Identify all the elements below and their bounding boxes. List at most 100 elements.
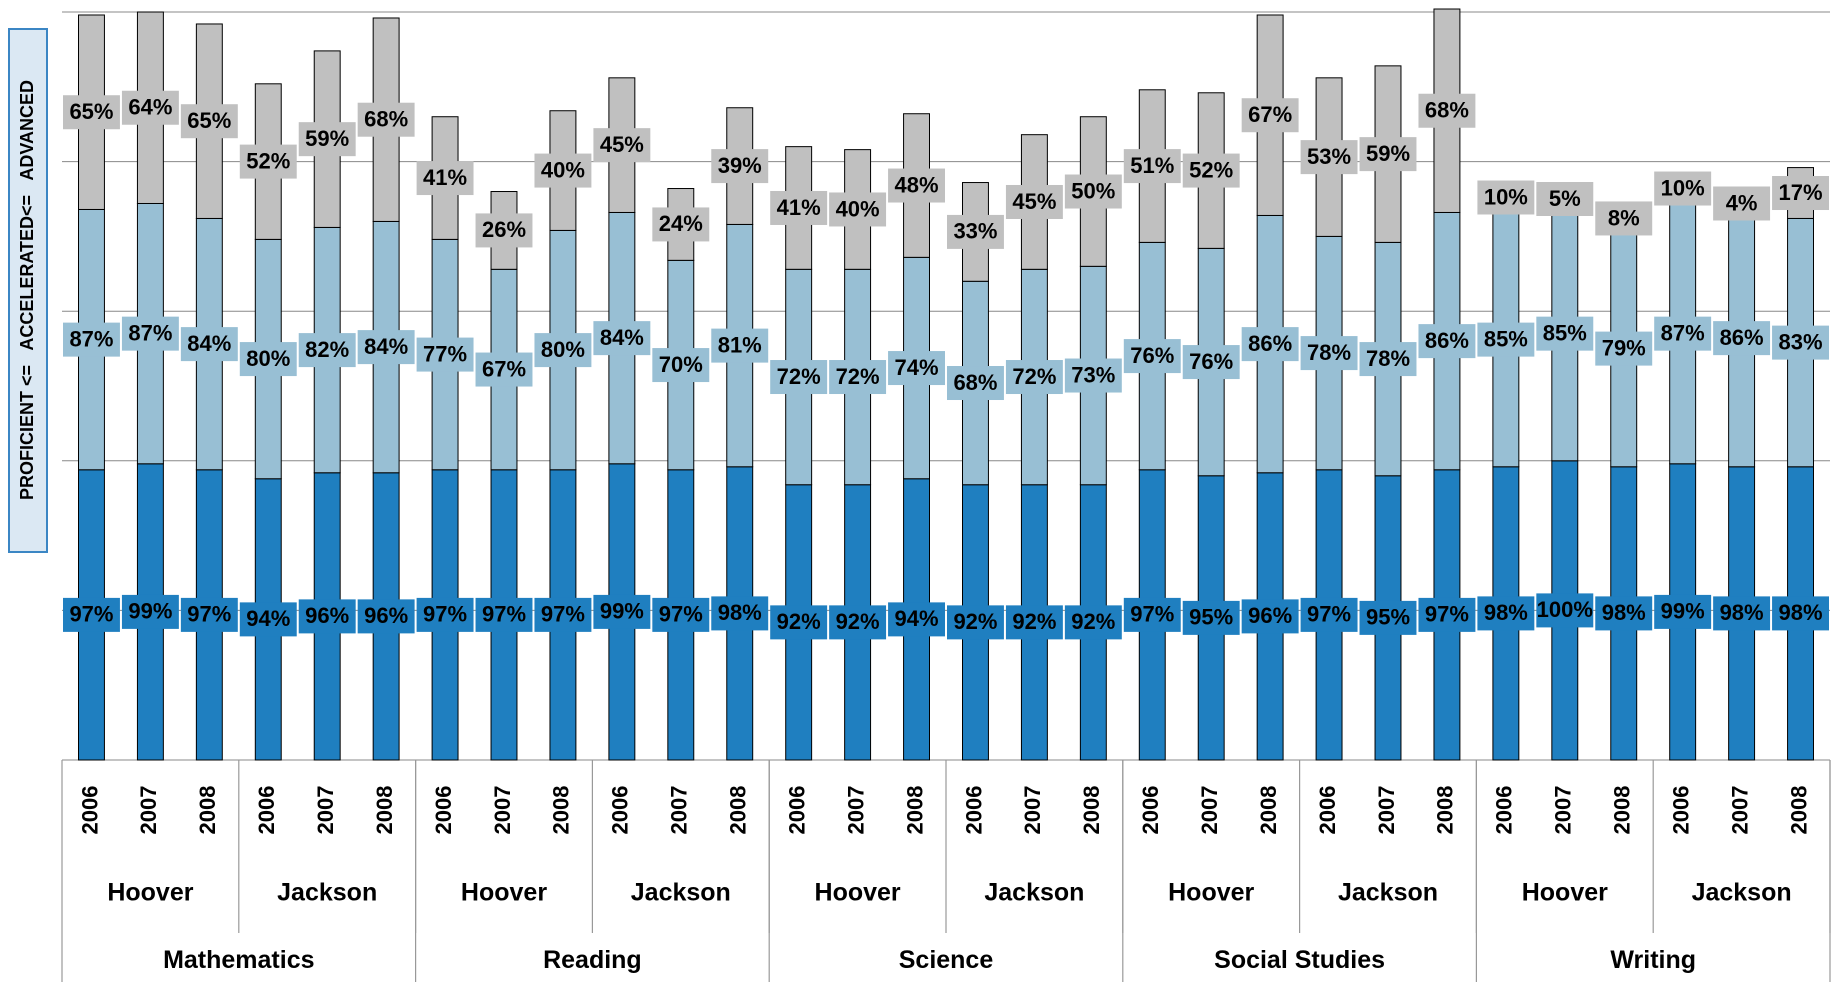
label-box <box>888 168 945 203</box>
data-label: 33% <box>953 219 997 244</box>
label-box <box>711 328 769 363</box>
data-label: 10% <box>1661 175 1705 200</box>
x-tick-label: 2006 <box>77 786 102 835</box>
data-label: 72% <box>1012 364 1056 389</box>
label-box <box>1182 600 1240 635</box>
data-label: 50% <box>1071 178 1115 203</box>
x-tick-label: 2007 <box>1374 786 1399 835</box>
group-label: Hoover <box>461 879 547 907</box>
label-box <box>1536 316 1594 351</box>
x-tick-label: 2007 <box>843 786 868 835</box>
data-label: 92% <box>953 609 997 634</box>
x-tick-label: 2006 <box>608 786 633 835</box>
label-box <box>1300 597 1358 632</box>
data-label: 79% <box>1602 335 1646 360</box>
label-box <box>475 352 533 387</box>
group-label: Jackson <box>1338 879 1438 907</box>
x-tick-label: 2007 <box>490 786 515 835</box>
data-label: 87% <box>1661 320 1705 345</box>
label-box <box>1123 339 1181 374</box>
data-label: 95% <box>1366 605 1410 630</box>
label-box <box>1005 360 1063 395</box>
data-label: 24% <box>659 211 703 236</box>
label-box <box>63 95 120 130</box>
x-tick-label: 2007 <box>1020 786 1045 835</box>
x-tick-label: 2006 <box>1138 786 1163 835</box>
label-box <box>1182 345 1240 380</box>
label-box <box>1123 597 1181 632</box>
data-label: 72% <box>777 364 821 389</box>
y-label: PROFICIENT <= ACCELERATED<= ADVANCED <box>17 80 37 500</box>
label-box <box>652 597 710 632</box>
label-box <box>1772 176 1829 211</box>
data-label: 100% <box>1537 597 1593 622</box>
x-tick-label: 2006 <box>254 786 279 835</box>
data-label: 70% <box>659 352 703 377</box>
data-label: 99% <box>1661 599 1705 624</box>
label-box <box>1123 149 1181 184</box>
label-box <box>1713 596 1771 631</box>
label-box <box>298 122 356 157</box>
data-label: 83% <box>1779 329 1823 354</box>
label-box <box>947 214 1004 249</box>
data-label: 67% <box>1248 102 1292 127</box>
label-box <box>180 597 238 632</box>
label-box <box>475 597 533 632</box>
label-box <box>1241 327 1299 362</box>
data-label: 74% <box>895 355 939 380</box>
label-box <box>1418 93 1476 128</box>
data-label: 51% <box>1130 153 1174 178</box>
data-label: 10% <box>1484 184 1528 209</box>
data-label: 96% <box>305 603 349 628</box>
label-box <box>1595 596 1653 631</box>
label-box <box>1536 593 1594 628</box>
label-box <box>1418 324 1476 359</box>
label-box <box>1477 596 1535 631</box>
y-label-box <box>8 28 48 553</box>
data-label: 92% <box>1012 609 1056 634</box>
data-label: 95% <box>1189 605 1233 630</box>
x-tick-label: 2008 <box>1079 786 1104 835</box>
x-tick-label: 2008 <box>195 786 220 835</box>
data-label: 39% <box>718 153 762 178</box>
label-box <box>1300 140 1358 175</box>
data-label: 98% <box>1720 600 1764 625</box>
data-label: 97% <box>482 602 526 627</box>
x-tick-label: 2008 <box>1256 786 1281 835</box>
label-box <box>1477 180 1535 215</box>
label-box <box>829 360 887 395</box>
group-label: Hoover <box>1168 879 1254 907</box>
supergroup-label: Reading <box>543 946 642 974</box>
data-label: 98% <box>718 600 762 625</box>
label-box <box>1241 599 1299 634</box>
x-tick-label: 2007 <box>667 786 692 835</box>
data-label: 64% <box>128 95 172 120</box>
x-tick-label: 2006 <box>961 786 986 835</box>
data-label: 40% <box>836 196 880 221</box>
label-box <box>888 351 945 386</box>
label-box <box>475 213 533 248</box>
data-label: 68% <box>953 370 997 395</box>
x-tick-label: 2008 <box>1433 786 1458 835</box>
x-tick-label: 2008 <box>902 786 927 835</box>
x-tick-label: 2008 <box>1786 786 1811 835</box>
data-label: 84% <box>187 331 231 356</box>
label-box <box>1595 331 1653 366</box>
data-label: 98% <box>1484 600 1528 625</box>
label-box <box>1359 137 1417 172</box>
data-label: 86% <box>1425 328 1469 353</box>
label-box <box>1654 316 1712 351</box>
label-box <box>416 337 474 372</box>
data-label: 97% <box>1307 602 1351 627</box>
label-box <box>357 330 415 365</box>
data-label: 81% <box>718 332 762 357</box>
x-tick-label: 2006 <box>1492 786 1517 835</box>
label-box <box>829 192 887 227</box>
label-box <box>770 360 828 395</box>
label-box <box>1064 358 1122 393</box>
data-label: 98% <box>1602 600 1646 625</box>
data-label: 52% <box>1189 157 1233 182</box>
label-box <box>534 153 592 188</box>
data-label: 40% <box>541 157 585 182</box>
